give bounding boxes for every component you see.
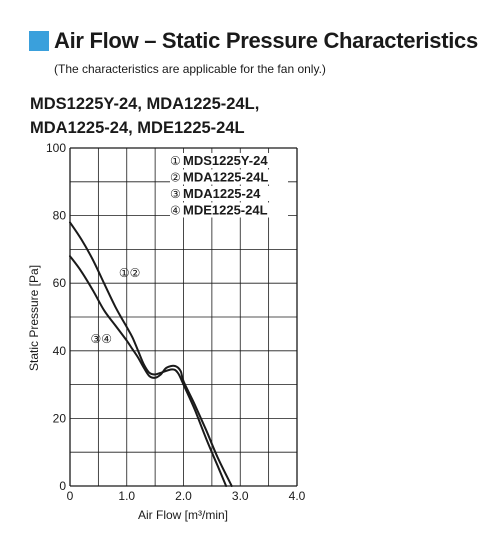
legend-label: MDE1225-24L <box>183 203 268 218</box>
curve-markers: ①② ③④ <box>90 266 140 346</box>
page-title: Air Flow – Static Pressure Characteristi… <box>54 28 478 53</box>
x-tick-label: 3.0 <box>232 489 249 503</box>
model-list-line-1: MDS1225Y-24, MDA1225-24L, <box>30 95 260 113</box>
legend-marker: ② <box>170 171 181 185</box>
y-tick-label: 80 <box>53 209 67 223</box>
x-tick-label: 2.0 <box>175 489 192 503</box>
y-tick-label: 100 <box>46 141 66 155</box>
x-tick-label: 0 <box>67 489 74 503</box>
chart-series <box>69 221 233 487</box>
legend-entry-bg <box>170 169 288 185</box>
legend-marker: ③ <box>170 187 181 201</box>
series-line-2 <box>69 255 233 487</box>
applicability-note: (The characteristics are applicable for … <box>54 62 326 76</box>
legend-entry-bg <box>170 202 288 218</box>
curve-marker-2: ③④ <box>90 332 112 346</box>
legend-label: MDA1225-24 <box>183 186 261 201</box>
y-tick-label: 0 <box>59 479 66 493</box>
x-tick-label: 4.0 <box>289 489 306 503</box>
model-list-line-2: MDA1225-24, MDE1225-24L <box>30 119 245 137</box>
section-heading: Air Flow – Static Pressure Characteristi… <box>29 27 478 55</box>
y-tick-label: 60 <box>53 276 67 290</box>
x-axis-label: Air Flow [m³/min] <box>138 508 228 522</box>
legend-label: MDS1225Y-24 <box>183 153 268 168</box>
y-axis-label: Static Pressure [Pa] <box>27 265 41 371</box>
curve-marker-1: ①② <box>119 266 141 280</box>
y-tick-label: 40 <box>53 344 67 358</box>
heading-square-icon <box>29 31 49 51</box>
model-list: MDS1225Y-24, MDA1225-24L, MDA1225-24, MD… <box>30 92 259 140</box>
axis-ticks: 0 1.0 2.0 3.0 4.0 0 20 40 60 80 100 <box>46 141 306 503</box>
y-tick-label: 20 <box>53 411 67 425</box>
legend-marker: ④ <box>170 204 181 218</box>
series-line-1 <box>69 221 228 487</box>
legend-marker: ① <box>170 154 181 168</box>
x-tick-label: 1.0 <box>118 489 135 503</box>
legend-label: MDA1225-24L <box>183 170 268 185</box>
legend-entry-bg <box>170 153 288 168</box>
legend-entry-bg <box>170 186 288 201</box>
